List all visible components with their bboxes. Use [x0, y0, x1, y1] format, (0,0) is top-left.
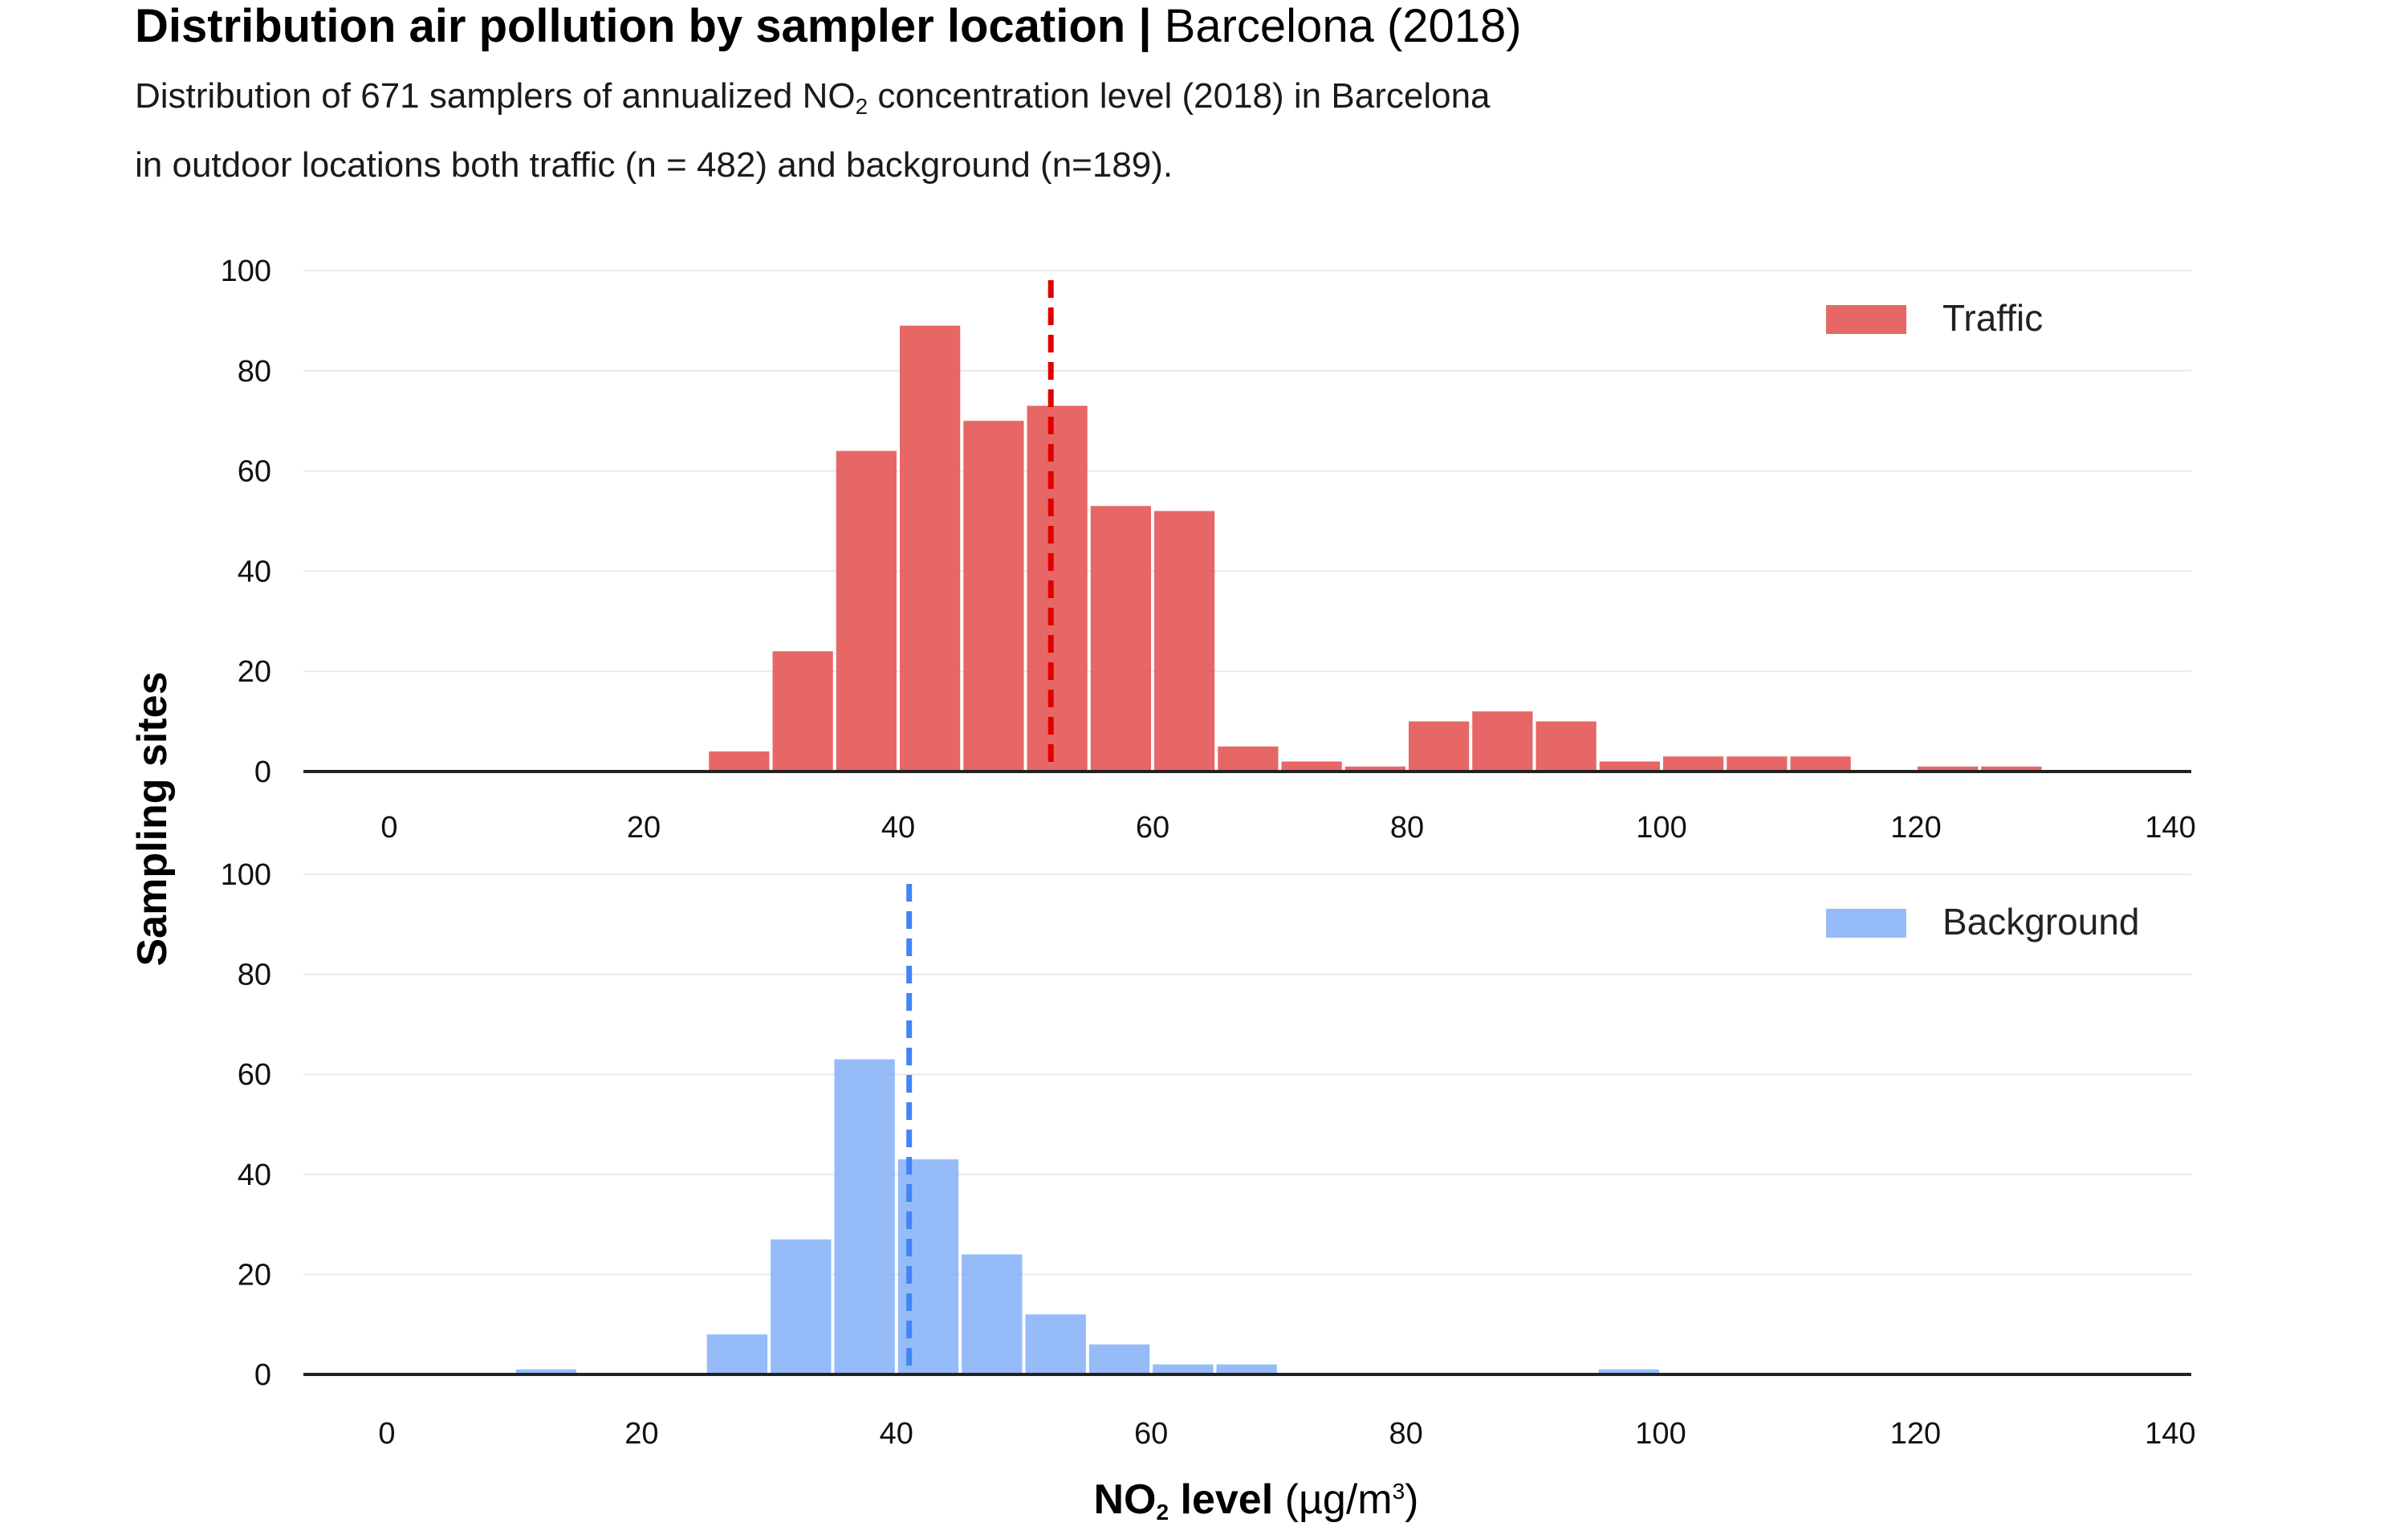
- y-tick-label: 80: [238, 355, 271, 389]
- legend-swatch: [1826, 909, 1906, 938]
- x-tick-label: 120: [1890, 1417, 1941, 1451]
- x-tick-label: 80: [1390, 811, 1424, 845]
- x-tick-label: 60: [1136, 811, 1169, 845]
- histogram-bar: [1088, 1344, 1150, 1374]
- x-tick-label: 100: [1636, 811, 1686, 845]
- histogram-bar: [834, 1059, 895, 1374]
- x-tick-label: 0: [380, 811, 397, 845]
- x-tick-label: 120: [1890, 811, 1941, 845]
- histogram-bar: [1153, 1364, 1214, 1374]
- histogram-bar: [706, 1334, 768, 1374]
- histogram-bar: [772, 651, 833, 772]
- y-tick-label: 100: [221, 858, 271, 892]
- histogram-bar: [1598, 1369, 1659, 1374]
- histogram-bar: [900, 325, 961, 772]
- x-tick-label: 0: [378, 1417, 395, 1451]
- histogram-bar: [1344, 766, 1405, 772]
- histogram-bar: [1536, 721, 1597, 772]
- subtitle-subscript: 2: [855, 94, 868, 119]
- histogram-bar: [515, 1369, 577, 1374]
- x-tick-label: 100: [1635, 1417, 1686, 1451]
- histogram-bar: [1027, 405, 1088, 772]
- x-tick-label: 80: [1389, 1417, 1422, 1451]
- histogram-bar: [709, 751, 770, 772]
- histogram-bar: [963, 421, 1024, 772]
- x-tick-label: 140: [2145, 1417, 2195, 1451]
- chart-title: Distribution air pollution by sampler lo…: [135, 0, 1522, 53]
- x-tick-label: 20: [624, 1417, 658, 1451]
- histogram-bar: [1154, 511, 1215, 772]
- x-axis-label-superscript: 3: [1392, 1479, 1405, 1504]
- x-tick-label: 20: [627, 811, 661, 845]
- x-axis-label: NO2 level (µg/m3): [1093, 1476, 1418, 1525]
- histogram-bar: [962, 1254, 1023, 1374]
- y-tick-label: 60: [238, 455, 271, 489]
- subtitle-text-a: Distribution of 671 samplers of annualiz…: [135, 76, 856, 116]
- x-axis-label-subscript: 2: [1156, 1500, 1169, 1525]
- chart-subtitle-line2: in outdoor locations both traffic (n = 4…: [135, 145, 1173, 185]
- x-tick-label: 140: [2145, 811, 2195, 845]
- chart-title-light: Barcelona (2018): [1151, 0, 1522, 52]
- y-tick-label: 80: [238, 959, 271, 992]
- y-tick-label: 60: [238, 1058, 271, 1092]
- x-axis-label-level: level: [1169, 1476, 1274, 1523]
- histogram-bar: [1216, 1364, 1277, 1374]
- legend-swatch: [1826, 305, 1906, 334]
- histogram-bar: [1472, 711, 1533, 772]
- y-tick-label: 0: [254, 1358, 271, 1392]
- legend-label: Background: [1942, 901, 2140, 943]
- subtitle-text-b: concentration level (2018) in Barcelona: [868, 76, 1491, 116]
- histogram-bar: [1918, 766, 1979, 772]
- y-tick-label: 40: [238, 555, 271, 588]
- chart-subtitle-line1: Distribution of 671 samplers of annualiz…: [135, 75, 1491, 128]
- x-tick-label: 60: [1134, 1417, 1168, 1451]
- x-axis-label-unit-b: ): [1405, 1476, 1419, 1523]
- legend-label: Traffic: [1942, 297, 2043, 339]
- histogram-bar: [1663, 756, 1724, 772]
- y-tick-label: 20: [238, 655, 271, 689]
- histogram-bar: [771, 1239, 832, 1374]
- x-tick-label: 40: [880, 1417, 913, 1451]
- y-axis-label: Sampling sites: [129, 671, 176, 967]
- histogram-bar: [1090, 506, 1151, 772]
- histogram-bar: [1790, 756, 1851, 772]
- histogram-bar: [1218, 746, 1279, 772]
- histogram-bar: [1025, 1314, 1086, 1374]
- y-tick-label: 20: [238, 1258, 271, 1292]
- y-tick-label: 100: [221, 254, 271, 288]
- histogram-bar: [836, 450, 897, 772]
- histogram-bar: [1981, 766, 2042, 772]
- chart-title-bold: Distribution air pollution by sampler lo…: [135, 0, 1152, 52]
- histogram-bar: [1599, 761, 1660, 772]
- x-axis-label-unit-a: (µg/m: [1273, 1476, 1393, 1523]
- y-tick-label: 0: [254, 755, 271, 789]
- histogram-bar: [1727, 756, 1788, 772]
- histogram-bar: [1409, 721, 1470, 772]
- x-axis-label-no: NO: [1093, 1476, 1157, 1523]
- y-tick-label: 40: [238, 1158, 271, 1192]
- histogram-bar: [1281, 761, 1342, 772]
- x-tick-label: 40: [881, 811, 915, 845]
